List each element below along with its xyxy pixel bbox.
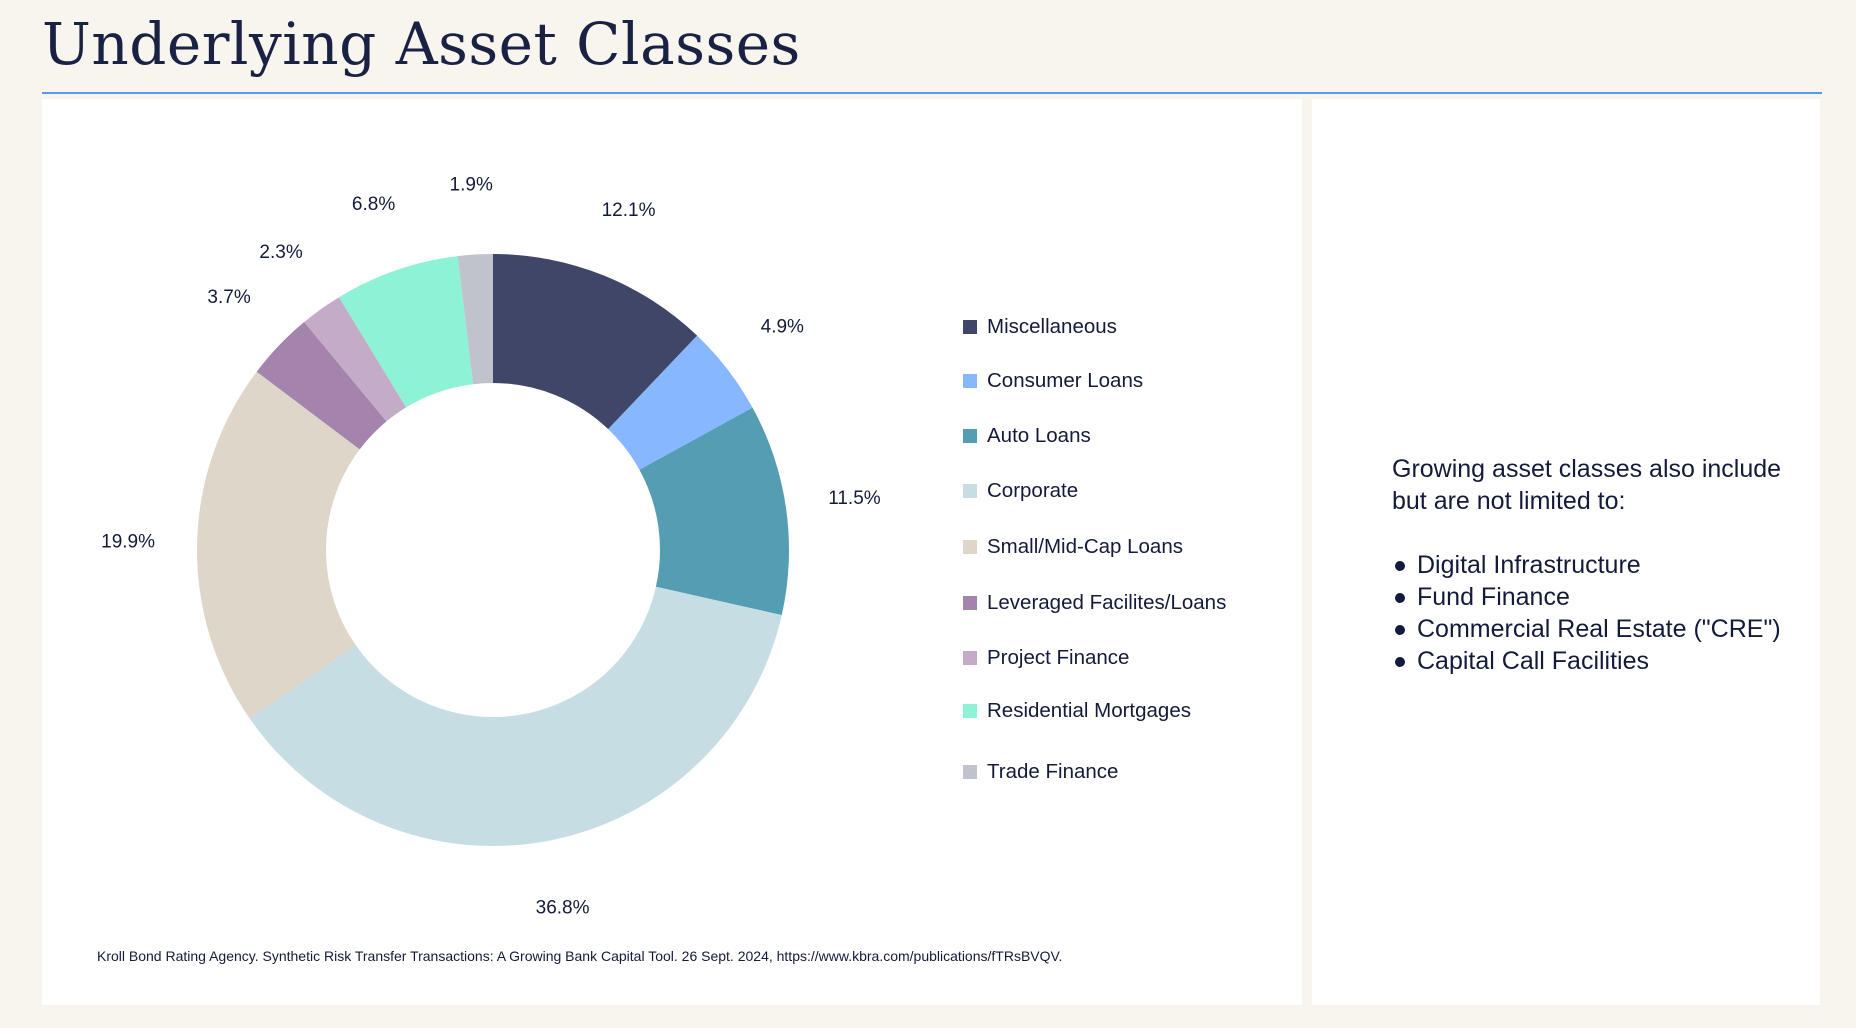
list-item: Capital Call Facilities xyxy=(1392,645,1792,677)
legend-label: Leveraged Facilites/Loans xyxy=(987,591,1227,614)
legend-swatch xyxy=(963,429,977,443)
data-label-small-mid-cap-loans: 19.9% xyxy=(101,532,155,553)
legend-item-leveraged-facilites-loans: Leveraged Facilites/Loans xyxy=(963,590,1283,616)
legend-swatch xyxy=(963,704,977,718)
legend-item-auto-loans: Auto Loans xyxy=(963,423,1283,449)
legend-swatch xyxy=(963,596,977,610)
data-label-residential-mortgages: 6.8% xyxy=(352,194,395,215)
legend-item-miscellaneous: Miscellaneous xyxy=(963,314,1283,340)
legend-item-corporate: Corporate xyxy=(963,478,1283,504)
slice-leveraged-facilites-loans xyxy=(256,322,387,450)
slice-miscellaneous xyxy=(493,254,698,430)
legend-label: Trade Finance xyxy=(987,760,1119,783)
legend-label: Miscellaneous xyxy=(987,315,1117,338)
slice-residential-mortgages xyxy=(338,256,474,408)
page-title: Underlying Asset Classes xyxy=(42,10,801,78)
data-label-corporate: 36.8% xyxy=(536,897,590,918)
data-label-project-finance: 2.3% xyxy=(259,242,302,263)
legend-swatch xyxy=(963,320,977,334)
legend-item-small-mid-cap-loans: Small/Mid-Cap Loans xyxy=(963,534,1283,560)
data-label-trade-finance: 1.9% xyxy=(450,175,493,196)
legend-item-project-finance: Project Finance xyxy=(963,645,1283,671)
legend-item-trade-finance: Trade Finance xyxy=(963,759,1283,785)
slice-consumer-loans xyxy=(608,335,753,470)
slice-small-mid-cap-loans xyxy=(197,371,360,719)
legend-label: Residential Mortgages xyxy=(987,699,1191,722)
growing-asset-classes-heading: Growing asset classes also include but a… xyxy=(1392,455,1782,515)
legend-swatch xyxy=(963,765,977,779)
legend-swatch xyxy=(963,484,977,498)
legend-label: Small/Mid-Cap Loans xyxy=(987,535,1183,558)
legend-label: Corporate xyxy=(987,479,1079,502)
legend-label: Project Finance xyxy=(987,646,1130,669)
data-label-consumer-loans: 4.9% xyxy=(761,316,804,337)
legend-label: Consumer Loans xyxy=(987,369,1144,392)
slice-trade-finance xyxy=(457,254,493,385)
data-label-auto-loans: 11.5% xyxy=(828,488,881,509)
list-item: Digital Infrastructure xyxy=(1392,549,1792,581)
data-label-miscellaneous: 12.1% xyxy=(602,200,656,221)
slice-auto-loans xyxy=(639,407,790,616)
slice-corporate xyxy=(249,586,782,846)
legend-item-consumer-loans: Consumer Loans xyxy=(963,368,1283,394)
growing-asset-classes: Growing asset classes also include but a… xyxy=(1392,453,1792,677)
legend-label: Auto Loans xyxy=(987,424,1091,447)
legend-swatch xyxy=(963,651,977,665)
slice-project-finance xyxy=(304,297,407,422)
list-item: Fund Finance xyxy=(1392,581,1792,613)
legend-item-residential-mortgages: Residential Mortgages xyxy=(963,698,1283,724)
legend-swatch xyxy=(963,374,977,388)
title-rule xyxy=(42,92,1822,94)
growing-asset-classes-list: Digital Infrastructure Fund Finance Comm… xyxy=(1392,549,1792,677)
notes-panel xyxy=(1312,99,1820,1005)
list-item: Commercial Real Estate ("CRE") xyxy=(1392,613,1792,645)
source-citation: Kroll Bond Rating Agency. Synthetic Risk… xyxy=(97,948,1063,964)
legend-swatch xyxy=(963,540,977,554)
data-label-leveraged-facilites-loans: 3.7% xyxy=(207,287,250,308)
